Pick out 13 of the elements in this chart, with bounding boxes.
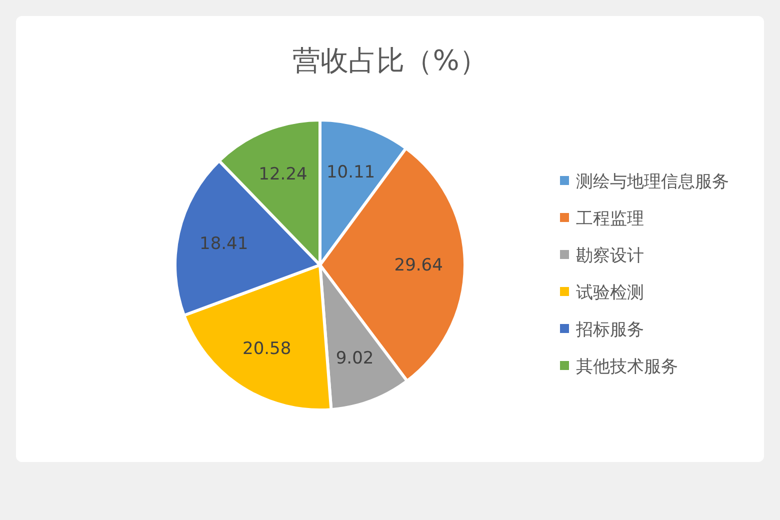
data-label: 10.11	[326, 162, 376, 182]
data-label: 9.02	[336, 348, 374, 368]
legend-label: 其他技术服务	[576, 357, 678, 377]
data-label: 18.41	[200, 234, 248, 254]
legend-label: 测绘与地理信息服务	[576, 172, 729, 192]
data-label: 12.24	[258, 164, 308, 185]
legend-label: 工程监理	[576, 209, 644, 229]
legend-label: 试验检测	[576, 283, 644, 303]
legend-label: 招标服务	[575, 320, 644, 340]
legend-label: 勘察设计	[576, 246, 644, 266]
data-label: 29.64	[394, 256, 443, 276]
chart-title: 营收占比（%）	[292, 44, 488, 77]
data-label: 20.58	[242, 339, 292, 360]
